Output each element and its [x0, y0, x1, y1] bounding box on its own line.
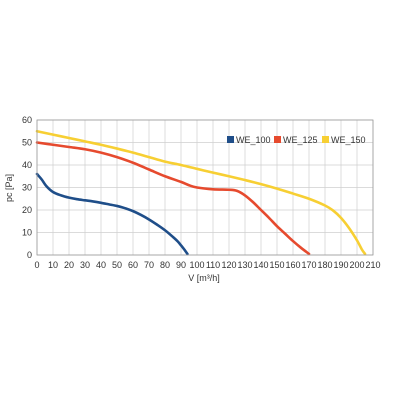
x-tick-label: 50	[112, 260, 122, 270]
plot-frame	[36, 119, 374, 256]
y-tick-label: 60	[22, 115, 32, 125]
legend-swatch-we-150	[322, 136, 329, 143]
x-tick-label: 110	[206, 260, 220, 270]
x-tick-label: 180	[317, 260, 332, 270]
x-tick-label: 170	[301, 260, 316, 270]
x-tick-label: 10	[48, 260, 58, 270]
y-tick-label: 50	[22, 138, 32, 148]
series-layer	[35, 129, 367, 256]
series-line-we-150	[35, 129, 367, 256]
axes: 0 10 20 30 40 50 60 70 80 90 100 110 120 130 140 150 160…	[22, 115, 381, 270]
y-tick-label: 10	[22, 228, 32, 238]
y-axis-label: pc [Pa]	[4, 174, 14, 202]
x-tick-label: 150	[269, 260, 284, 270]
x-tick-label: 160	[285, 260, 300, 270]
x-tick-label: 80	[160, 260, 170, 270]
x-tick-label: 190	[333, 260, 348, 270]
x-tick-label: 90	[176, 260, 186, 270]
x-tick-label: 100	[189, 260, 204, 270]
x-tick-label: 130	[237, 260, 252, 270]
x-tick-label: 210	[365, 260, 380, 270]
x-tick-label: 140	[253, 260, 268, 270]
x-tick-label: 60	[128, 260, 138, 270]
y-tick-label: 0	[27, 250, 32, 260]
x-tick-label: 70	[144, 260, 154, 270]
legend-label-we-100: WE_100	[236, 135, 271, 145]
x-tick-label: 120	[221, 260, 236, 270]
legend-label-we-150: WE_150	[331, 135, 366, 145]
series-line-we-125	[35, 141, 311, 256]
x-tick-label: 30	[80, 260, 90, 270]
y-tick-label: 20	[22, 205, 32, 215]
legend-swatch-we-125	[274, 136, 281, 143]
x-axis-label: V [m³/h]	[188, 273, 220, 283]
x-tick-label: 0	[34, 260, 39, 270]
legend-label-we-125: WE_125	[283, 135, 318, 145]
legend-swatch-we-100	[227, 136, 234, 143]
x-tick-label: 20	[64, 260, 74, 270]
legend: WE_100 WE_125 WE_150	[227, 135, 366, 145]
x-tick-label: 40	[96, 260, 106, 270]
y-tick-label: 30	[22, 183, 32, 193]
y-tick-label: 40	[22, 160, 32, 170]
series-line-we-100	[35, 172, 189, 256]
x-tick-label: 200	[349, 260, 364, 270]
